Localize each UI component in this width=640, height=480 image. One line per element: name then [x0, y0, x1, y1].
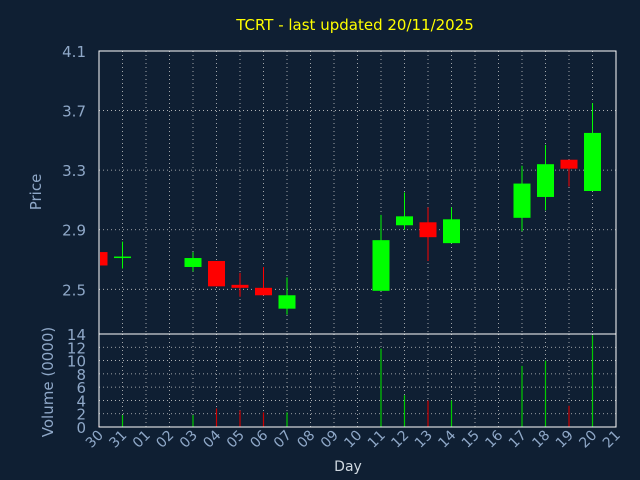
price-tick-label: 2.5 [62, 281, 86, 299]
candle-body-up [184, 258, 202, 267]
price-tick-label: 3.3 [62, 162, 86, 180]
price-panel: 2.5 2.9 3.3 3.7 4.1 Price [27, 43, 617, 335]
candle-body-up [584, 132, 601, 192]
candle-body-down [100, 252, 108, 266]
candle-body-down [231, 284, 249, 288]
price-tick-label: 4.1 [62, 43, 86, 61]
x-tick-labels: 30 31 01 02 03 04 05 06 07 08 09 10 11 12 13 14 15 16 17 18… [83, 427, 624, 451]
price-candles [98, 103, 601, 315]
volume-tick-label: 6 [76, 379, 86, 397]
price-axis-label: Price [27, 174, 45, 211]
volume-tick-label: 4 [76, 392, 86, 410]
price-tick-labels: 2.5 2.9 3.3 3.7 4.1 [62, 43, 86, 299]
volume-tick-label: 0 [76, 419, 86, 437]
candle-body-up [396, 216, 413, 226]
chart-title: TCRT - last updated 20/11/2025 [235, 16, 474, 34]
price-tick-label: 3.7 [62, 103, 86, 121]
volume-tick-label: 2 [76, 406, 86, 424]
candle-body-up [372, 240, 390, 291]
volume-tick-label: 12 [67, 339, 86, 357]
volume-tick-label: 10 [67, 353, 86, 371]
candle-body-down [255, 287, 272, 296]
candle-body-up [278, 295, 296, 309]
candle-body-down [208, 261, 225, 287]
candle-body-down [560, 159, 578, 169]
price-tick-label: 2.9 [62, 222, 86, 240]
volume-frame [98, 333, 617, 428]
x-axis-label: Day [334, 459, 362, 475]
candle-body-up [537, 164, 554, 197]
volume-axis-label: Volume (0000) [39, 327, 57, 437]
volume-tick-label: 8 [76, 366, 86, 384]
candle-body-up [513, 183, 531, 218]
candle-body-down [419, 222, 437, 238]
volume-bars [98, 335, 594, 427]
candle-body-up [443, 219, 460, 244]
volume-tick-label: 14 [67, 326, 86, 344]
candle-body-up [114, 256, 131, 259]
